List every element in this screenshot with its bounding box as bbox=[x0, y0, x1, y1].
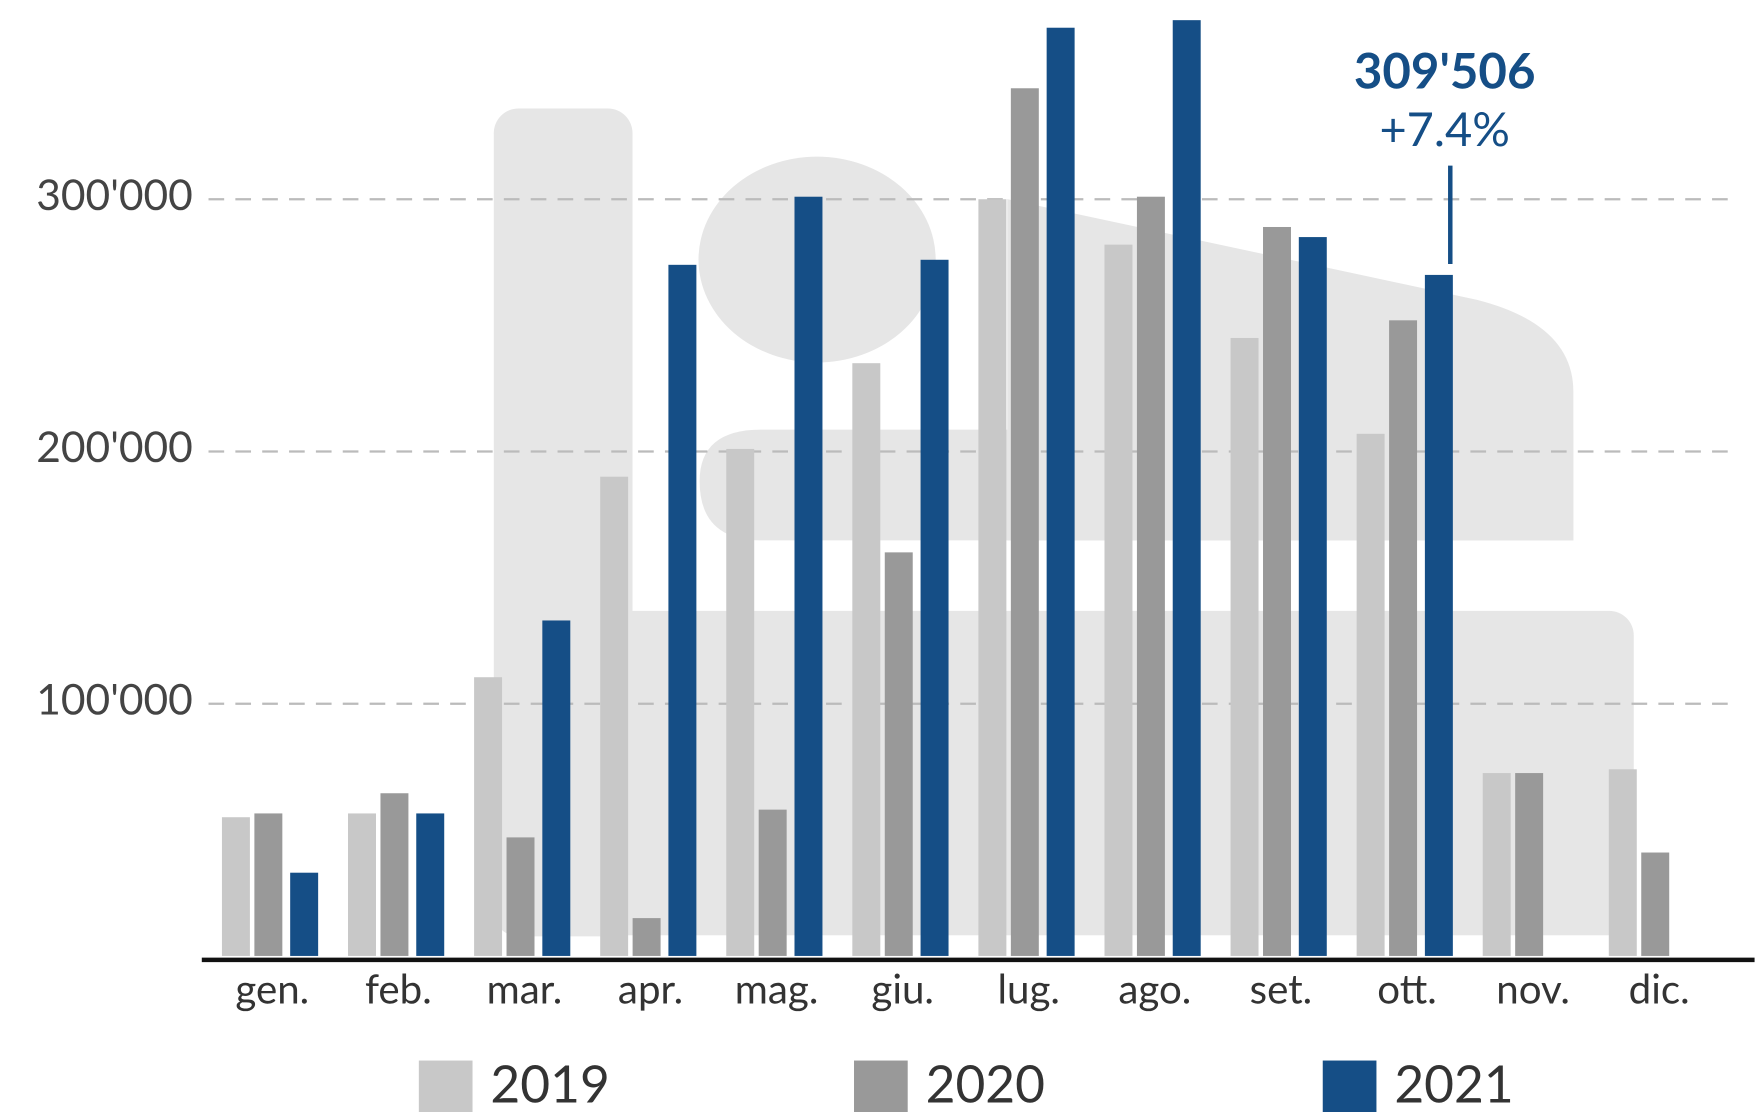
labels: 100'000 200'000 300'000 gen. feb. mar. apr. mag… bbox=[36, 169, 1689, 1013]
legend-label: 2021 bbox=[1394, 1052, 1513, 1112]
bar bbox=[1641, 852, 1670, 956]
bar bbox=[254, 813, 283, 956]
x-tick-label: mag. bbox=[735, 964, 819, 1013]
bar bbox=[1136, 196, 1165, 956]
bar bbox=[506, 837, 535, 956]
bar bbox=[600, 476, 629, 956]
decor-shape bbox=[559, 610, 1634, 936]
bar bbox=[1608, 769, 1637, 956]
bar bbox=[542, 620, 571, 956]
bar bbox=[1515, 773, 1544, 956]
x-tick-label: mar. bbox=[487, 964, 563, 1013]
bar bbox=[852, 363, 881, 956]
bar bbox=[1389, 320, 1418, 956]
bar bbox=[1263, 226, 1291, 956]
bar bbox=[1356, 433, 1385, 956]
bar bbox=[920, 259, 949, 956]
x-tick-label: dic. bbox=[1629, 964, 1690, 1013]
x-tick-label: ago. bbox=[1118, 964, 1191, 1013]
bar bbox=[1010, 88, 1039, 956]
legend-label: 2019 bbox=[490, 1052, 609, 1112]
bar bbox=[1298, 237, 1327, 956]
bar bbox=[1482, 773, 1511, 956]
bar bbox=[1172, 20, 1201, 956]
bar bbox=[1046, 27, 1075, 956]
legend-swatch bbox=[1322, 1060, 1377, 1112]
bar bbox=[474, 677, 503, 956]
bar bbox=[978, 199, 1007, 956]
bar bbox=[221, 817, 250, 956]
y-tick-label: 100'000 bbox=[36, 673, 193, 724]
bar bbox=[758, 809, 787, 956]
annotation-change: +7.4% bbox=[1379, 101, 1509, 157]
bar bbox=[884, 552, 913, 956]
legend-swatch bbox=[854, 1060, 908, 1112]
bars bbox=[221, 20, 1670, 956]
bar bbox=[290, 872, 319, 956]
x-tick-label: ott. bbox=[1377, 964, 1436, 1013]
bar bbox=[1230, 337, 1259, 956]
bar bbox=[416, 813, 445, 956]
annotation-value: 309'506 bbox=[1354, 41, 1536, 100]
x-tick-label: lug. bbox=[998, 964, 1060, 1013]
bar bbox=[380, 793, 409, 956]
bar bbox=[1104, 244, 1133, 956]
x-tick-label: giu. bbox=[871, 964, 934, 1013]
bar bbox=[726, 448, 755, 956]
x-tick-label: apr. bbox=[618, 964, 683, 1013]
bar bbox=[1424, 274, 1453, 956]
x-tick-label: nov. bbox=[1496, 964, 1570, 1013]
bar bbox=[632, 918, 661, 956]
legend-swatch bbox=[418, 1060, 473, 1112]
annotation: 309'506 +7.4% bbox=[1354, 41, 1536, 265]
bar bbox=[794, 196, 823, 956]
x-tick-label: feb. bbox=[365, 964, 432, 1013]
bar bbox=[668, 264, 697, 956]
x-tick-label: gen. bbox=[235, 964, 309, 1013]
y-tick-label: 300'000 bbox=[36, 169, 193, 220]
y-tick-label: 200'000 bbox=[36, 421, 193, 472]
grid bbox=[208, 198, 1735, 705]
x-tick-label: set. bbox=[1250, 964, 1313, 1013]
legend: 2019 2020 2021 bbox=[418, 1052, 1514, 1112]
bar bbox=[348, 813, 376, 956]
legend-label: 2020 bbox=[926, 1052, 1045, 1112]
